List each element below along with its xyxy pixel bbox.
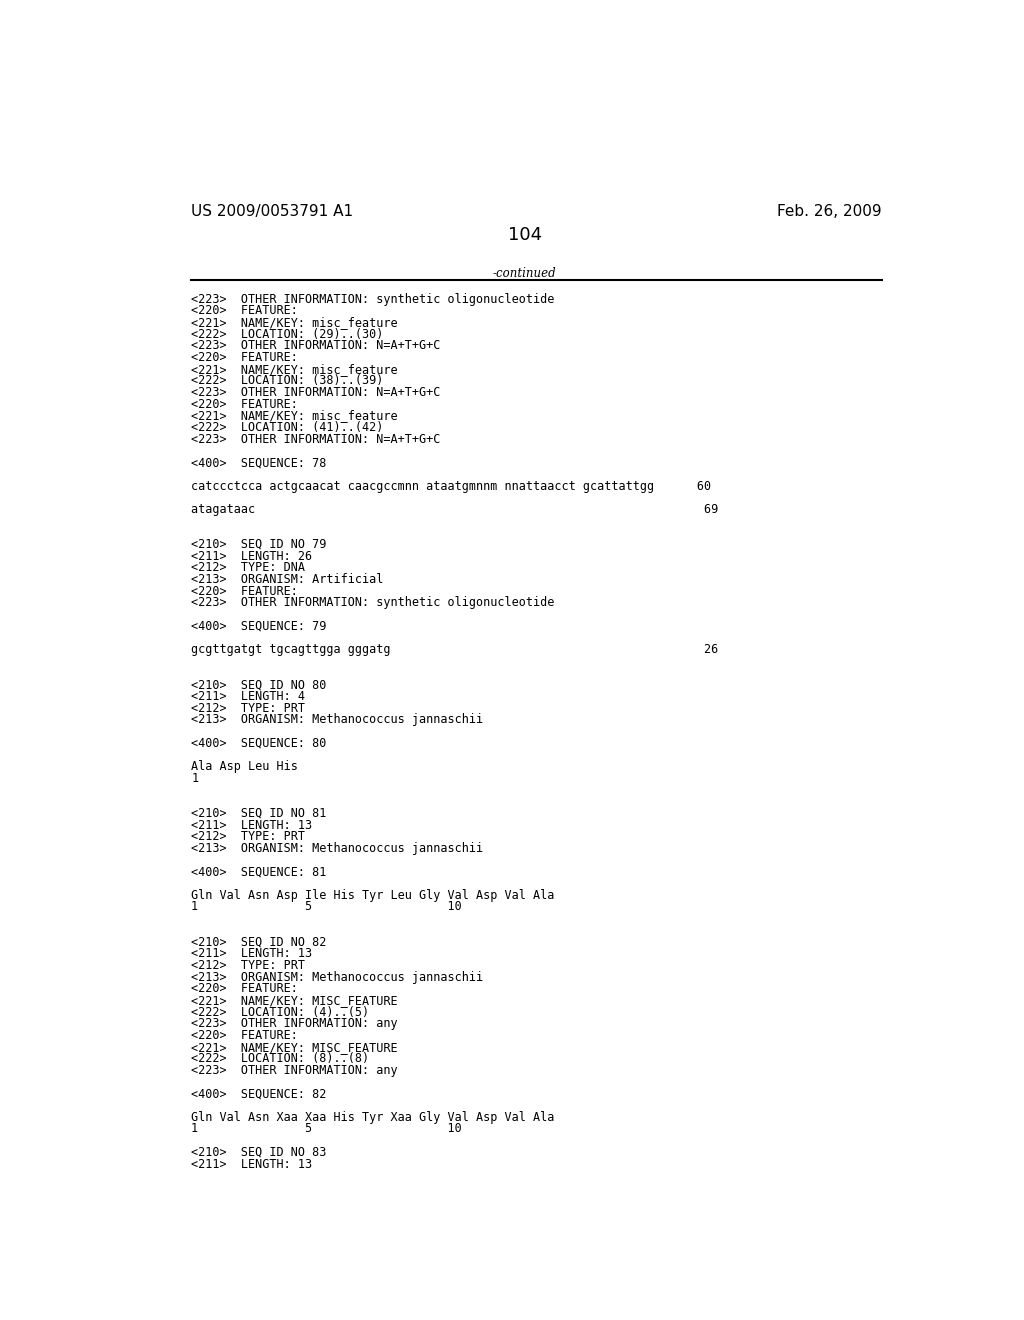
Text: <213>  ORGANISM: Methanococcus jannaschii: <213> ORGANISM: Methanococcus jannaschii [191, 970, 483, 983]
Text: catccctcca actgcaacat caacgccmnn ataatgmnnm nnattaacct gcattattgg      60: catccctcca actgcaacat caacgccmnn ataatgm… [191, 479, 712, 492]
Text: Ala Asp Leu His: Ala Asp Leu His [191, 760, 298, 774]
Text: <400>  SEQUENCE: 81: <400> SEQUENCE: 81 [191, 866, 327, 878]
Text: <211>  LENGTH: 13: <211> LENGTH: 13 [191, 948, 312, 960]
Text: <223>  OTHER INFORMATION: N=A+T+G+C: <223> OTHER INFORMATION: N=A+T+G+C [191, 339, 441, 352]
Text: <221>  NAME/KEY: MISC_FEATURE: <221> NAME/KEY: MISC_FEATURE [191, 994, 398, 1007]
Text: <210>  SEQ ID NO 79: <210> SEQ ID NO 79 [191, 539, 327, 550]
Text: <223>  OTHER INFORMATION: synthetic oligonucleotide: <223> OTHER INFORMATION: synthetic oligo… [191, 597, 555, 610]
Text: 1: 1 [191, 772, 199, 785]
Text: <210>  SEQ ID NO 81: <210> SEQ ID NO 81 [191, 807, 327, 820]
Text: <213>  ORGANISM: Methanococcus jannaschii: <213> ORGANISM: Methanococcus jannaschii [191, 713, 483, 726]
Text: Gln Val Asn Xaa Xaa His Tyr Xaa Gly Val Asp Val Ala: Gln Val Asn Xaa Xaa His Tyr Xaa Gly Val … [191, 1110, 555, 1123]
Text: US 2009/0053791 A1: US 2009/0053791 A1 [191, 205, 353, 219]
Text: <400>  SEQUENCE: 78: <400> SEQUENCE: 78 [191, 457, 327, 469]
Text: <211>  LENGTH: 26: <211> LENGTH: 26 [191, 549, 312, 562]
Text: <223>  OTHER INFORMATION: any: <223> OTHER INFORMATION: any [191, 1064, 398, 1077]
Text: <222>  LOCATION: (38)..(39): <222> LOCATION: (38)..(39) [191, 375, 384, 387]
Text: <211>  LENGTH: 13: <211> LENGTH: 13 [191, 1158, 312, 1171]
Text: <222>  LOCATION: (4)..(5): <222> LOCATION: (4)..(5) [191, 1006, 370, 1019]
Text: Gln Val Asn Asp Ile His Tyr Leu Gly Val Asp Val Ala: Gln Val Asn Asp Ile His Tyr Leu Gly Val … [191, 888, 555, 902]
Text: <211>  LENGTH: 4: <211> LENGTH: 4 [191, 690, 305, 704]
Text: <212>  TYPE: PRT: <212> TYPE: PRT [191, 702, 305, 714]
Text: <210>  SEQ ID NO 83: <210> SEQ ID NO 83 [191, 1146, 327, 1159]
Text: <220>  FEATURE:: <220> FEATURE: [191, 982, 298, 995]
Text: <400>  SEQUENCE: 82: <400> SEQUENCE: 82 [191, 1088, 327, 1101]
Text: <221>  NAME/KEY: misc_feature: <221> NAME/KEY: misc_feature [191, 409, 398, 422]
Text: <210>  SEQ ID NO 80: <210> SEQ ID NO 80 [191, 678, 327, 692]
Text: <221>  NAME/KEY: MISC_FEATURE: <221> NAME/KEY: MISC_FEATURE [191, 1040, 398, 1053]
Text: <220>  FEATURE:: <220> FEATURE: [191, 397, 298, 411]
Text: <212>  TYPE: PRT: <212> TYPE: PRT [191, 958, 305, 972]
Text: 1               5                   10: 1 5 10 [191, 900, 462, 913]
Text: <220>  FEATURE:: <220> FEATURE: [191, 351, 298, 364]
Text: <211>  LENGTH: 13: <211> LENGTH: 13 [191, 818, 312, 832]
Text: <220>  FEATURE:: <220> FEATURE: [191, 585, 298, 598]
Text: <400>  SEQUENCE: 79: <400> SEQUENCE: 79 [191, 620, 327, 632]
Text: <223>  OTHER INFORMATION: synthetic oligonucleotide: <223> OTHER INFORMATION: synthetic oligo… [191, 293, 555, 305]
Text: Feb. 26, 2009: Feb. 26, 2009 [777, 205, 882, 219]
Text: gcgttgatgt tgcagttgga gggatg                                            26: gcgttgatgt tgcagttgga gggatg 26 [191, 643, 719, 656]
Text: <210>  SEQ ID NO 82: <210> SEQ ID NO 82 [191, 936, 327, 949]
Text: <212>  TYPE: DNA: <212> TYPE: DNA [191, 561, 305, 574]
Text: -continued: -continued [493, 267, 557, 280]
Text: <400>  SEQUENCE: 80: <400> SEQUENCE: 80 [191, 737, 327, 750]
Text: 104: 104 [508, 227, 542, 244]
Text: <220>  FEATURE:: <220> FEATURE: [191, 1030, 298, 1041]
Text: 1               5                   10: 1 5 10 [191, 1122, 462, 1135]
Text: <223>  OTHER INFORMATION: N=A+T+G+C: <223> OTHER INFORMATION: N=A+T+G+C [191, 433, 441, 446]
Text: <223>  OTHER INFORMATION: any: <223> OTHER INFORMATION: any [191, 1018, 398, 1030]
Text: <222>  LOCATION: (8)..(8): <222> LOCATION: (8)..(8) [191, 1052, 370, 1065]
Text: <221>  NAME/KEY: misc_feature: <221> NAME/KEY: misc_feature [191, 363, 398, 376]
Text: <222>  LOCATION: (41)..(42): <222> LOCATION: (41)..(42) [191, 421, 384, 434]
Text: <213>  ORGANISM: Artificial: <213> ORGANISM: Artificial [191, 573, 384, 586]
Text: <221>  NAME/KEY: misc_feature: <221> NAME/KEY: misc_feature [191, 315, 398, 329]
Text: <222>  LOCATION: (29)..(30): <222> LOCATION: (29)..(30) [191, 327, 384, 341]
Text: <213>  ORGANISM: Methanococcus jannaschii: <213> ORGANISM: Methanococcus jannaschii [191, 842, 483, 855]
Text: <212>  TYPE: PRT: <212> TYPE: PRT [191, 830, 305, 843]
Text: atagataac                                                               69: atagataac 69 [191, 503, 719, 516]
Text: <220>  FEATURE:: <220> FEATURE: [191, 304, 298, 317]
Text: <223>  OTHER INFORMATION: N=A+T+G+C: <223> OTHER INFORMATION: N=A+T+G+C [191, 385, 441, 399]
